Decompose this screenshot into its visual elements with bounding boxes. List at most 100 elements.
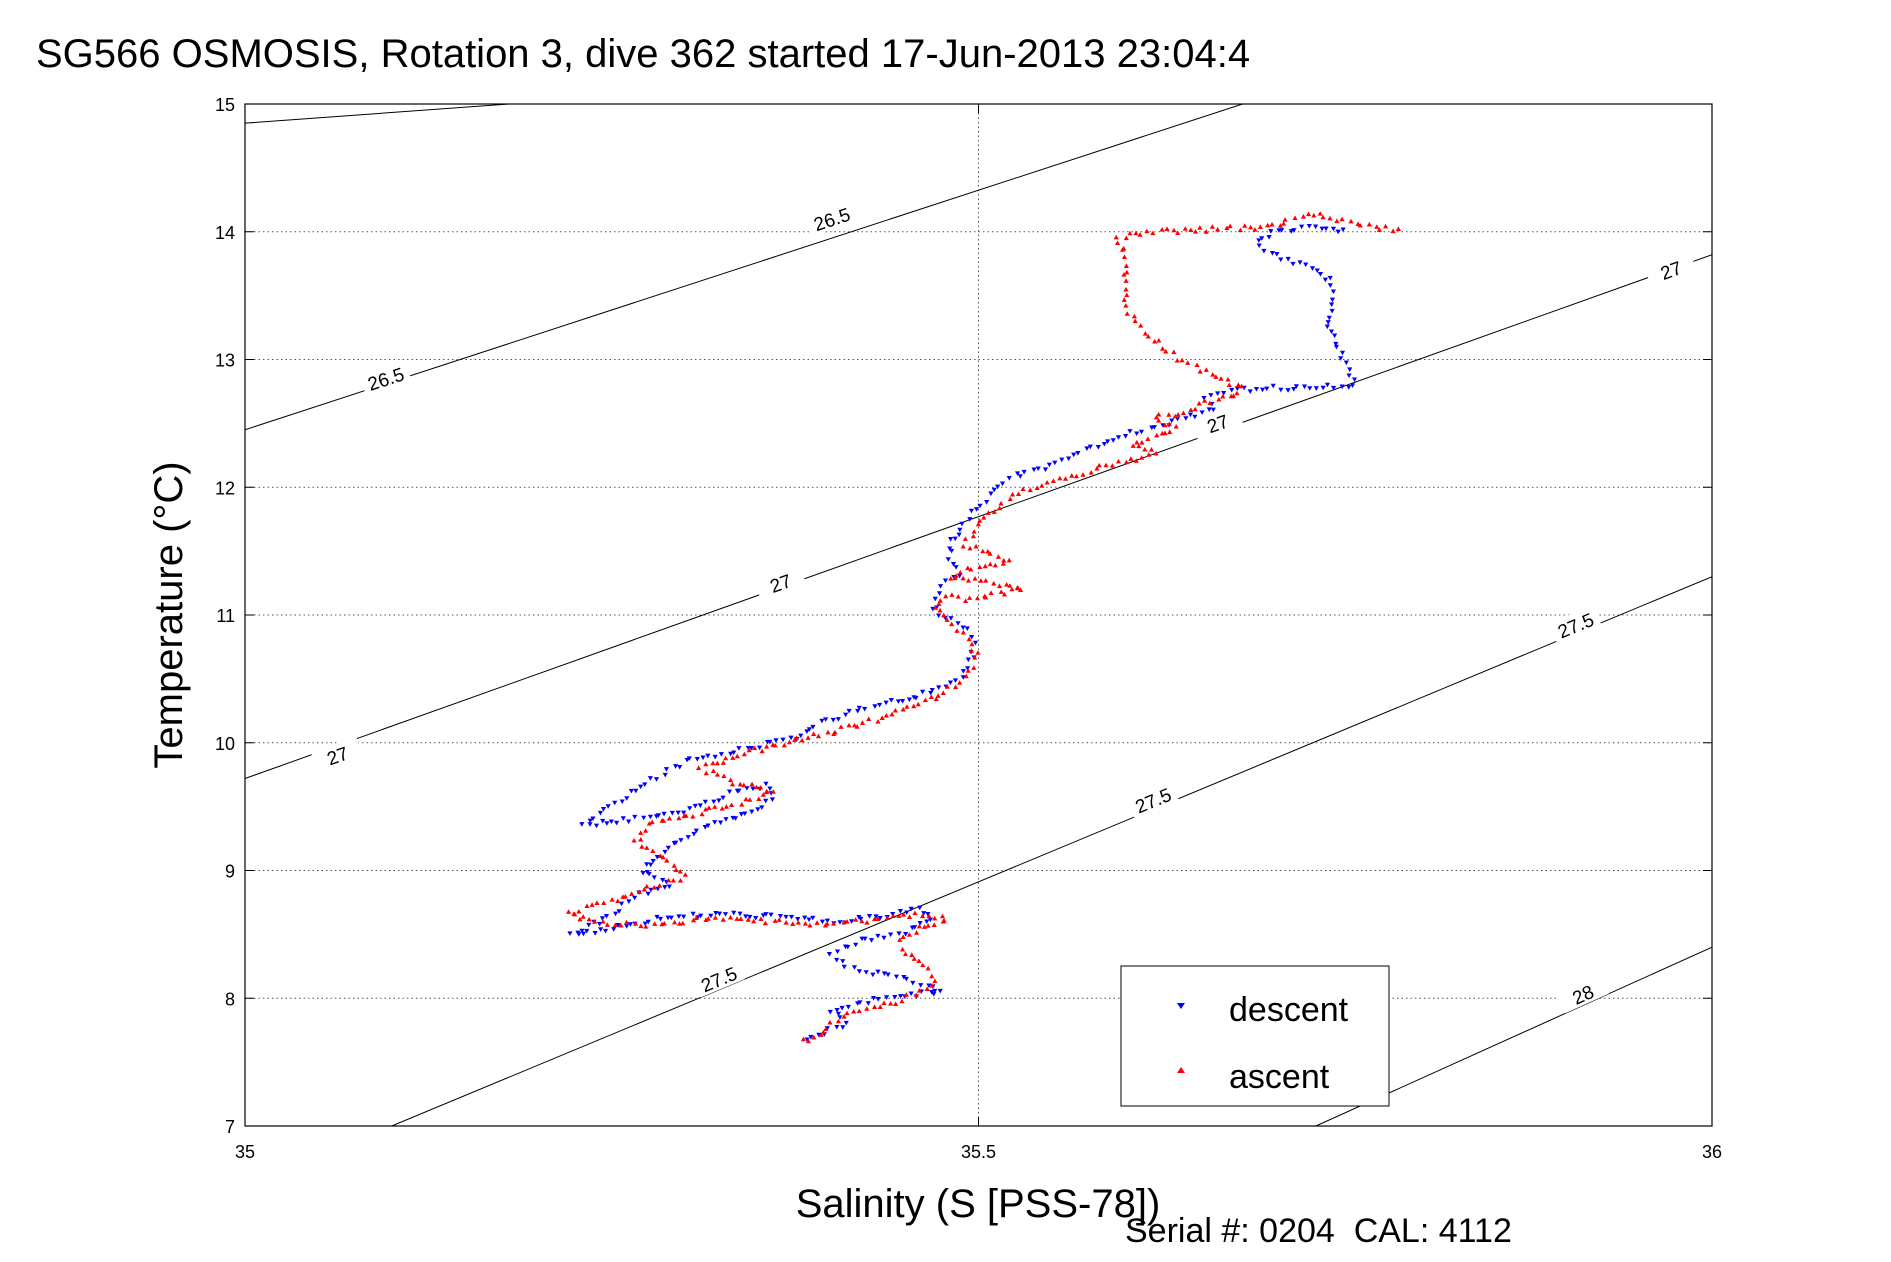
ascent-point [758,916,764,922]
descent-point [1075,450,1081,456]
ascent-point [841,919,847,925]
descent-point [945,557,951,562]
descent-point [773,738,779,743]
ascent-point [1339,216,1345,222]
descent-point [1347,367,1353,372]
ascent-point [916,958,922,964]
descent-point [911,695,917,700]
descent-point [720,795,726,801]
descent-point [705,823,711,829]
descent-point [1084,446,1090,451]
descent-point [1335,229,1341,235]
ascent-point [944,684,950,689]
descent-point [1183,416,1189,421]
descent-point [827,1009,833,1015]
descent-point [584,928,590,934]
descent-point [952,536,958,542]
ascent-point [618,922,624,928]
density-contour-line [245,254,1712,779]
descent-point [1256,238,1262,243]
descent-point [929,989,935,995]
ascent-point [900,934,906,939]
ascent-point [818,1032,824,1037]
descent-point [702,824,708,830]
descent-point [909,925,915,931]
descent-point [1169,418,1175,424]
ascent-point [643,924,649,929]
descent-point [760,913,766,918]
descent-point [788,914,795,920]
y-tick-label: 15 [215,95,235,115]
ascent-point [1001,591,1008,597]
ascent-point [1300,213,1307,219]
ascent-point [954,628,960,633]
ascent-point [1009,491,1016,497]
ascent-point [925,923,931,928]
ascent-point [1094,465,1100,471]
descent-point [1210,407,1216,413]
ascent-point [915,701,921,707]
ascent-point [743,796,749,802]
descent-point [686,756,692,761]
ascent-point [714,760,720,766]
ascent-point [1145,333,1151,339]
ascent-point [1196,400,1202,406]
y-tick-label: 11 [216,606,235,626]
ascent-point [1156,411,1162,417]
descent-point [863,970,869,975]
ascent-point [864,1006,870,1011]
ascent-point [1235,382,1241,387]
descent-point [921,911,927,916]
descent-point [604,821,610,826]
ascent-point [1159,346,1166,351]
descent-point [767,786,773,792]
ascent-point [746,747,752,753]
ascent-point [719,806,725,811]
ascent-point [932,915,938,921]
ascent-point [1137,232,1143,237]
ascent-point [1130,443,1136,448]
ascent-point [714,772,721,777]
descent-point [1329,297,1336,303]
descent-point [608,819,614,825]
descent-point [580,931,587,937]
descent-point [1324,382,1331,388]
descent-point [835,717,841,722]
descent-point [957,527,963,533]
ascent-point [988,590,994,596]
ascent-point [1166,421,1172,427]
ascent-point [998,500,1004,506]
ascent-point [825,729,831,735]
descent-point [1208,393,1214,398]
descent-point [842,944,849,950]
ascent-point [682,872,688,877]
descent-point [1339,350,1346,356]
descent-point [690,911,696,917]
density-contours [245,104,1712,1126]
descent-point [1035,466,1041,472]
descent-point [926,983,932,989]
ascent-point [1007,496,1013,502]
ascent-point [900,706,906,712]
ascent-point [1382,223,1389,229]
descent-point [956,532,962,538]
descent-point [1349,383,1356,388]
descent-point [1317,272,1324,277]
ascent-point [1114,240,1121,245]
descent-point [671,841,677,846]
descent-point [1149,425,1155,431]
descent-point [896,931,902,937]
descent-point [808,1034,814,1040]
ascent-point [913,992,919,998]
descent-point [917,905,923,911]
ascent-point [644,845,650,850]
descent-point [795,917,801,922]
descent-point [736,746,742,751]
ascent-point [856,1008,862,1014]
descent-point [681,810,687,816]
descent-point [603,914,610,919]
ascent-point [957,569,963,575]
ascent-point [751,918,757,924]
ascent-point [1226,382,1232,388]
ascent-point [1073,473,1080,479]
